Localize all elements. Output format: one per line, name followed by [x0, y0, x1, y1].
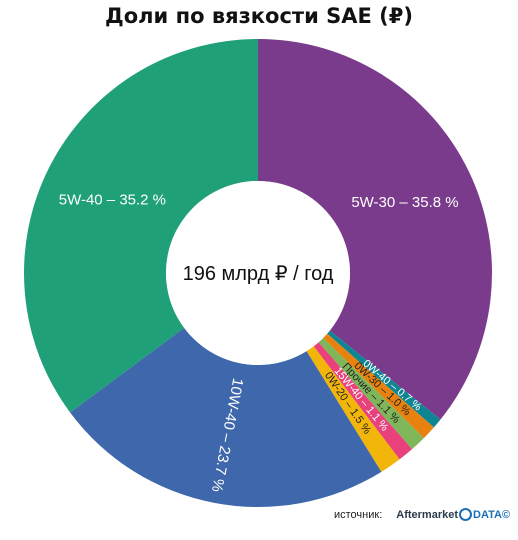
slice-6 — [70, 327, 382, 507]
slice-label-7: 5W-40 – 35.2 % — [59, 191, 166, 208]
chart-title: Доли по вязкости SAE (₽) — [105, 4, 413, 28]
center-label: 196 млрд ₽ / год — [183, 263, 334, 285]
slices-group — [23, 39, 493, 507]
slice-2 — [323, 333, 434, 439]
slice-7 — [23, 39, 259, 413]
globe-icon — [459, 508, 473, 521]
slice-0 — [258, 39, 493, 420]
slice-3 — [318, 337, 424, 450]
source-brand: Aftermarket — [396, 508, 459, 521]
slice-label-0: 5W-30 – 35.8 % — [351, 194, 458, 211]
source-label: источник: — [334, 508, 383, 521]
slice-4 — [313, 342, 413, 460]
source-note: источник: Aftermarket DATA© — [334, 508, 510, 521]
donut-hole — [166, 181, 350, 365]
slice-5 — [306, 346, 400, 472]
source-brand-data: DATA© — [473, 508, 511, 521]
labels-group: 5W-30 – 35.8 %0W-40 – 0.7 %0W-30 – 1.0 %… — [59, 191, 459, 493]
slice-1 — [327, 330, 441, 428]
